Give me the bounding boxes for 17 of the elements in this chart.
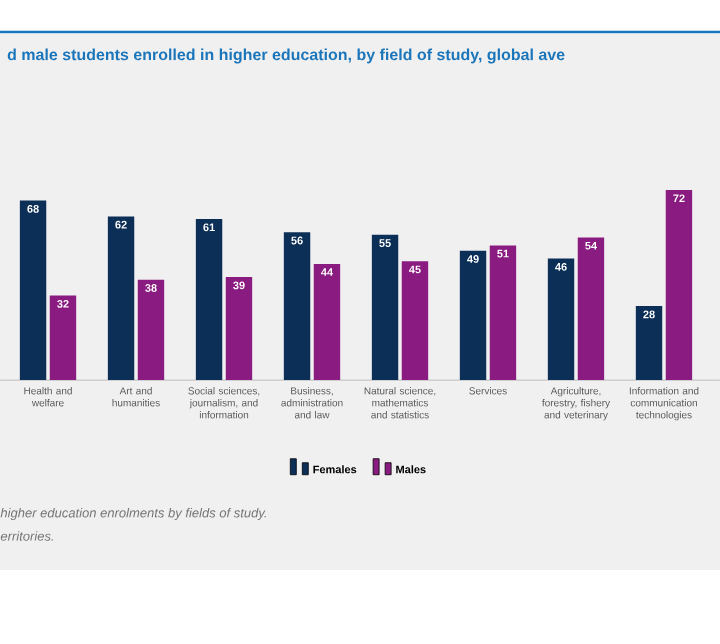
bar (225, 277, 253, 380)
bar (19, 200, 47, 380)
bar (313, 263, 341, 380)
bar (489, 245, 517, 380)
bar (107, 216, 135, 380)
bar (547, 258, 575, 380)
bar (49, 295, 77, 380)
bar (371, 234, 399, 380)
bar (635, 306, 663, 380)
bar (665, 190, 693, 380)
bar (401, 261, 429, 380)
chart-title: d male students enrolled in higher education, by field of study, global ave (7, 48, 565, 64)
bar (195, 219, 223, 380)
bar (577, 237, 605, 380)
bar (459, 250, 487, 380)
bar (137, 279, 165, 380)
bar (283, 232, 311, 380)
